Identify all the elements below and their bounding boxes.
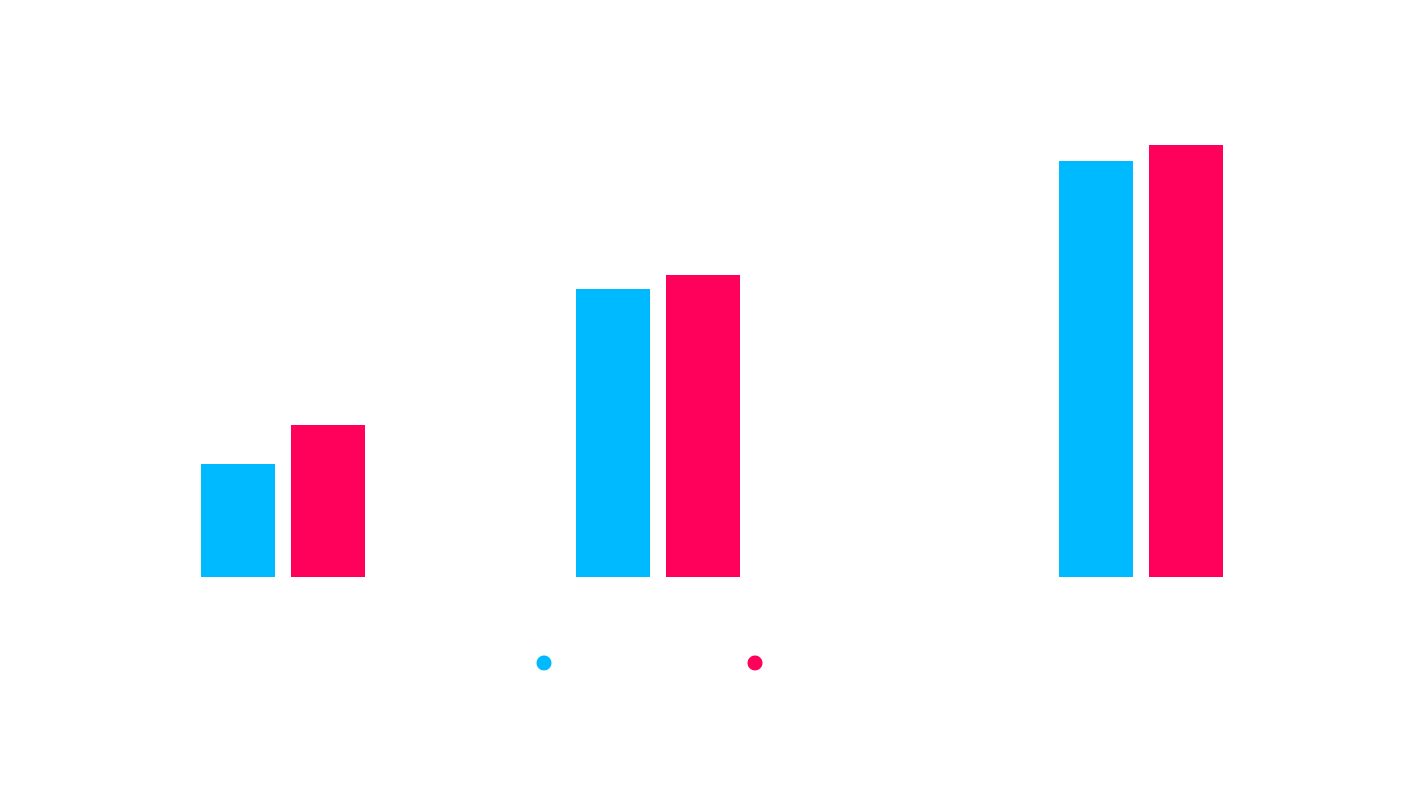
- legend: [536, 655, 763, 671]
- bars-layer: [201, 145, 1223, 577]
- bar-series-2-group-3: [1149, 145, 1223, 577]
- bar-series-1-group-2: [576, 289, 650, 577]
- bar-series-1-group-1: [201, 464, 275, 577]
- bar-series-2-group-1: [291, 425, 365, 577]
- bar-series-1-group-3: [1059, 161, 1133, 577]
- bar-series-2-group-2: [666, 275, 740, 577]
- legend-marker-series-1: [536, 655, 552, 671]
- legend-marker-series-2: [747, 655, 763, 671]
